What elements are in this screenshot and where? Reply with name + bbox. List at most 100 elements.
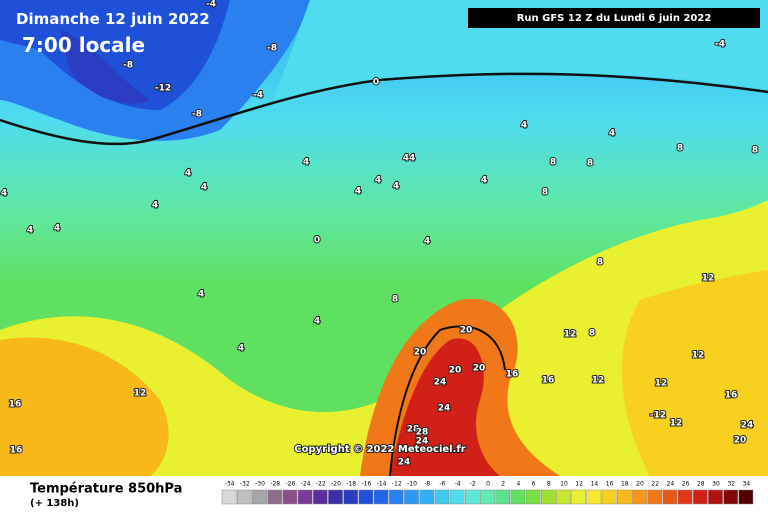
colorbar-tick-label: -20 <box>331 481 341 488</box>
colorbar-tick-label: 30 <box>712 481 720 488</box>
colorbar-swatch <box>586 489 602 505</box>
contour-label: 4 <box>152 201 158 211</box>
colorbar-swatch <box>480 489 495 505</box>
contour-label: -8 <box>267 44 277 54</box>
colorbar-swatch <box>221 489 237 505</box>
colorbar-swatch <box>358 489 374 505</box>
colorbar-swatch <box>723 489 739 505</box>
contour-label: 16 <box>10 446 23 456</box>
contour-label: 8 <box>597 258 603 268</box>
time-text: 7:00 locale <box>22 33 145 57</box>
contour-label: 12 <box>655 379 668 389</box>
colorbar-swatch <box>282 489 298 505</box>
contour-label: 12 <box>564 330 577 340</box>
colorbar-swatch <box>312 489 328 505</box>
contour-label: 4 <box>185 169 191 179</box>
colorbar-swatch <box>708 489 723 505</box>
colorbar-tick-label: -2 <box>470 481 476 488</box>
colorbar-swatch <box>738 489 754 505</box>
contour-label: 4 <box>481 176 487 186</box>
colorbar-swatch <box>252 489 267 505</box>
run-box <box>468 8 760 28</box>
contour-label: 8 <box>392 295 398 305</box>
contour-label: 24 <box>438 404 451 414</box>
colorbar-tick-label: 34 <box>743 481 751 488</box>
colorbar-tick-label: 14 <box>591 481 599 488</box>
contour-label: -8 <box>192 110 202 120</box>
colorbar-swatch <box>647 489 663 505</box>
contour-label: 8 <box>589 329 595 339</box>
colorbar-tick-label: -26 <box>285 481 295 488</box>
contour-label: -4 <box>253 91 263 101</box>
contour-label: 12 <box>670 419 683 429</box>
colorbar-tick-label: -10 <box>407 481 417 488</box>
contour-label: 4 <box>609 129 615 139</box>
contour-label: 12 <box>702 274 715 284</box>
colorbar-swatch <box>404 489 419 505</box>
contour-label: 4 <box>521 121 527 131</box>
contour-label: 8 <box>677 144 683 154</box>
contour-label: 4 <box>1 189 7 199</box>
colorbar-tick-label: -24 <box>301 481 311 488</box>
colorbar-swatch <box>373 489 389 505</box>
colorbar-tick-label: 24 <box>667 481 675 488</box>
colorbar-tick-label: 8 <box>547 481 551 488</box>
contour-label: 8 <box>752 146 758 156</box>
contour-label: -4 <box>206 0 216 10</box>
colorbar-tick-label: 26 <box>682 481 690 488</box>
run-text: Run GFS 12 Z du Lundi 6 juin 2022 <box>517 13 712 24</box>
colorbar-swatch <box>525 489 541 505</box>
contour-label: -12 <box>155 84 171 94</box>
contour-label: 4 <box>424 237 430 247</box>
cold-core <box>0 0 230 110</box>
colorbar-swatch <box>297 489 313 505</box>
contour-label: 0 <box>314 236 320 246</box>
colorbar-swatch <box>677 489 693 505</box>
warm-east <box>621 270 768 476</box>
contour-label: 8 <box>542 188 548 198</box>
contour-label: 20 <box>414 348 427 358</box>
colorbar-swatch <box>556 489 571 505</box>
colorbar-tick-label: 32 <box>727 481 735 488</box>
warm-region <box>0 200 768 476</box>
colorbar-tick-label: 12 <box>575 481 583 488</box>
contour-label: 16 <box>506 370 519 380</box>
contour-label: -12 <box>650 411 666 421</box>
colorbar-swatch <box>601 489 617 505</box>
colorbar-tick-label: 20 <box>636 481 644 488</box>
colorbar-swatch <box>328 489 343 505</box>
contour-label: 44 <box>403 154 416 164</box>
colorbar-swatch <box>540 489 556 505</box>
contour-label: 12 <box>592 376 605 386</box>
colorbar-tick-label: 18 <box>621 481 629 488</box>
cold-core-inner <box>60 30 150 104</box>
colorbar-tick-label: 22 <box>651 481 659 488</box>
colorbar-tick-label: -18 <box>346 481 356 488</box>
colorbar-swatch <box>388 489 404 505</box>
colorbar-tick-label: 2 <box>501 481 505 488</box>
contour-label: 20 <box>449 366 462 376</box>
contour-label: 24 <box>398 458 411 468</box>
colorbar-tick-label: 10 <box>560 481 568 488</box>
colorbar-tick-label: -14 <box>377 481 387 488</box>
colorbar-swatch <box>692 489 708 505</box>
contour-label: 4 <box>27 226 33 236</box>
colorbar-swatch <box>632 489 647 505</box>
copyright: Copyright © 2022 Meteociel.fr <box>294 444 465 455</box>
colorbar-tick-label: -32 <box>240 481 250 488</box>
colorbar-tick-label: 28 <box>697 481 705 488</box>
colorbar-swatch <box>510 489 526 505</box>
date-text: Dimanche 12 juin 2022 <box>16 10 210 28</box>
contour-label: 28 <box>416 428 429 438</box>
contour-label: 0 <box>373 78 379 88</box>
contour-label: 28 <box>407 425 420 435</box>
colorbar-swatch <box>571 489 587 505</box>
contour-label: -8 <box>123 61 133 71</box>
colorbar-swatch <box>616 489 632 505</box>
colorbar-tick-label: 0 <box>486 481 490 488</box>
colorbar-swatch <box>464 489 480 505</box>
colorbar-swatch <box>267 489 283 505</box>
colorbar-tick-label: -34 <box>225 481 235 488</box>
